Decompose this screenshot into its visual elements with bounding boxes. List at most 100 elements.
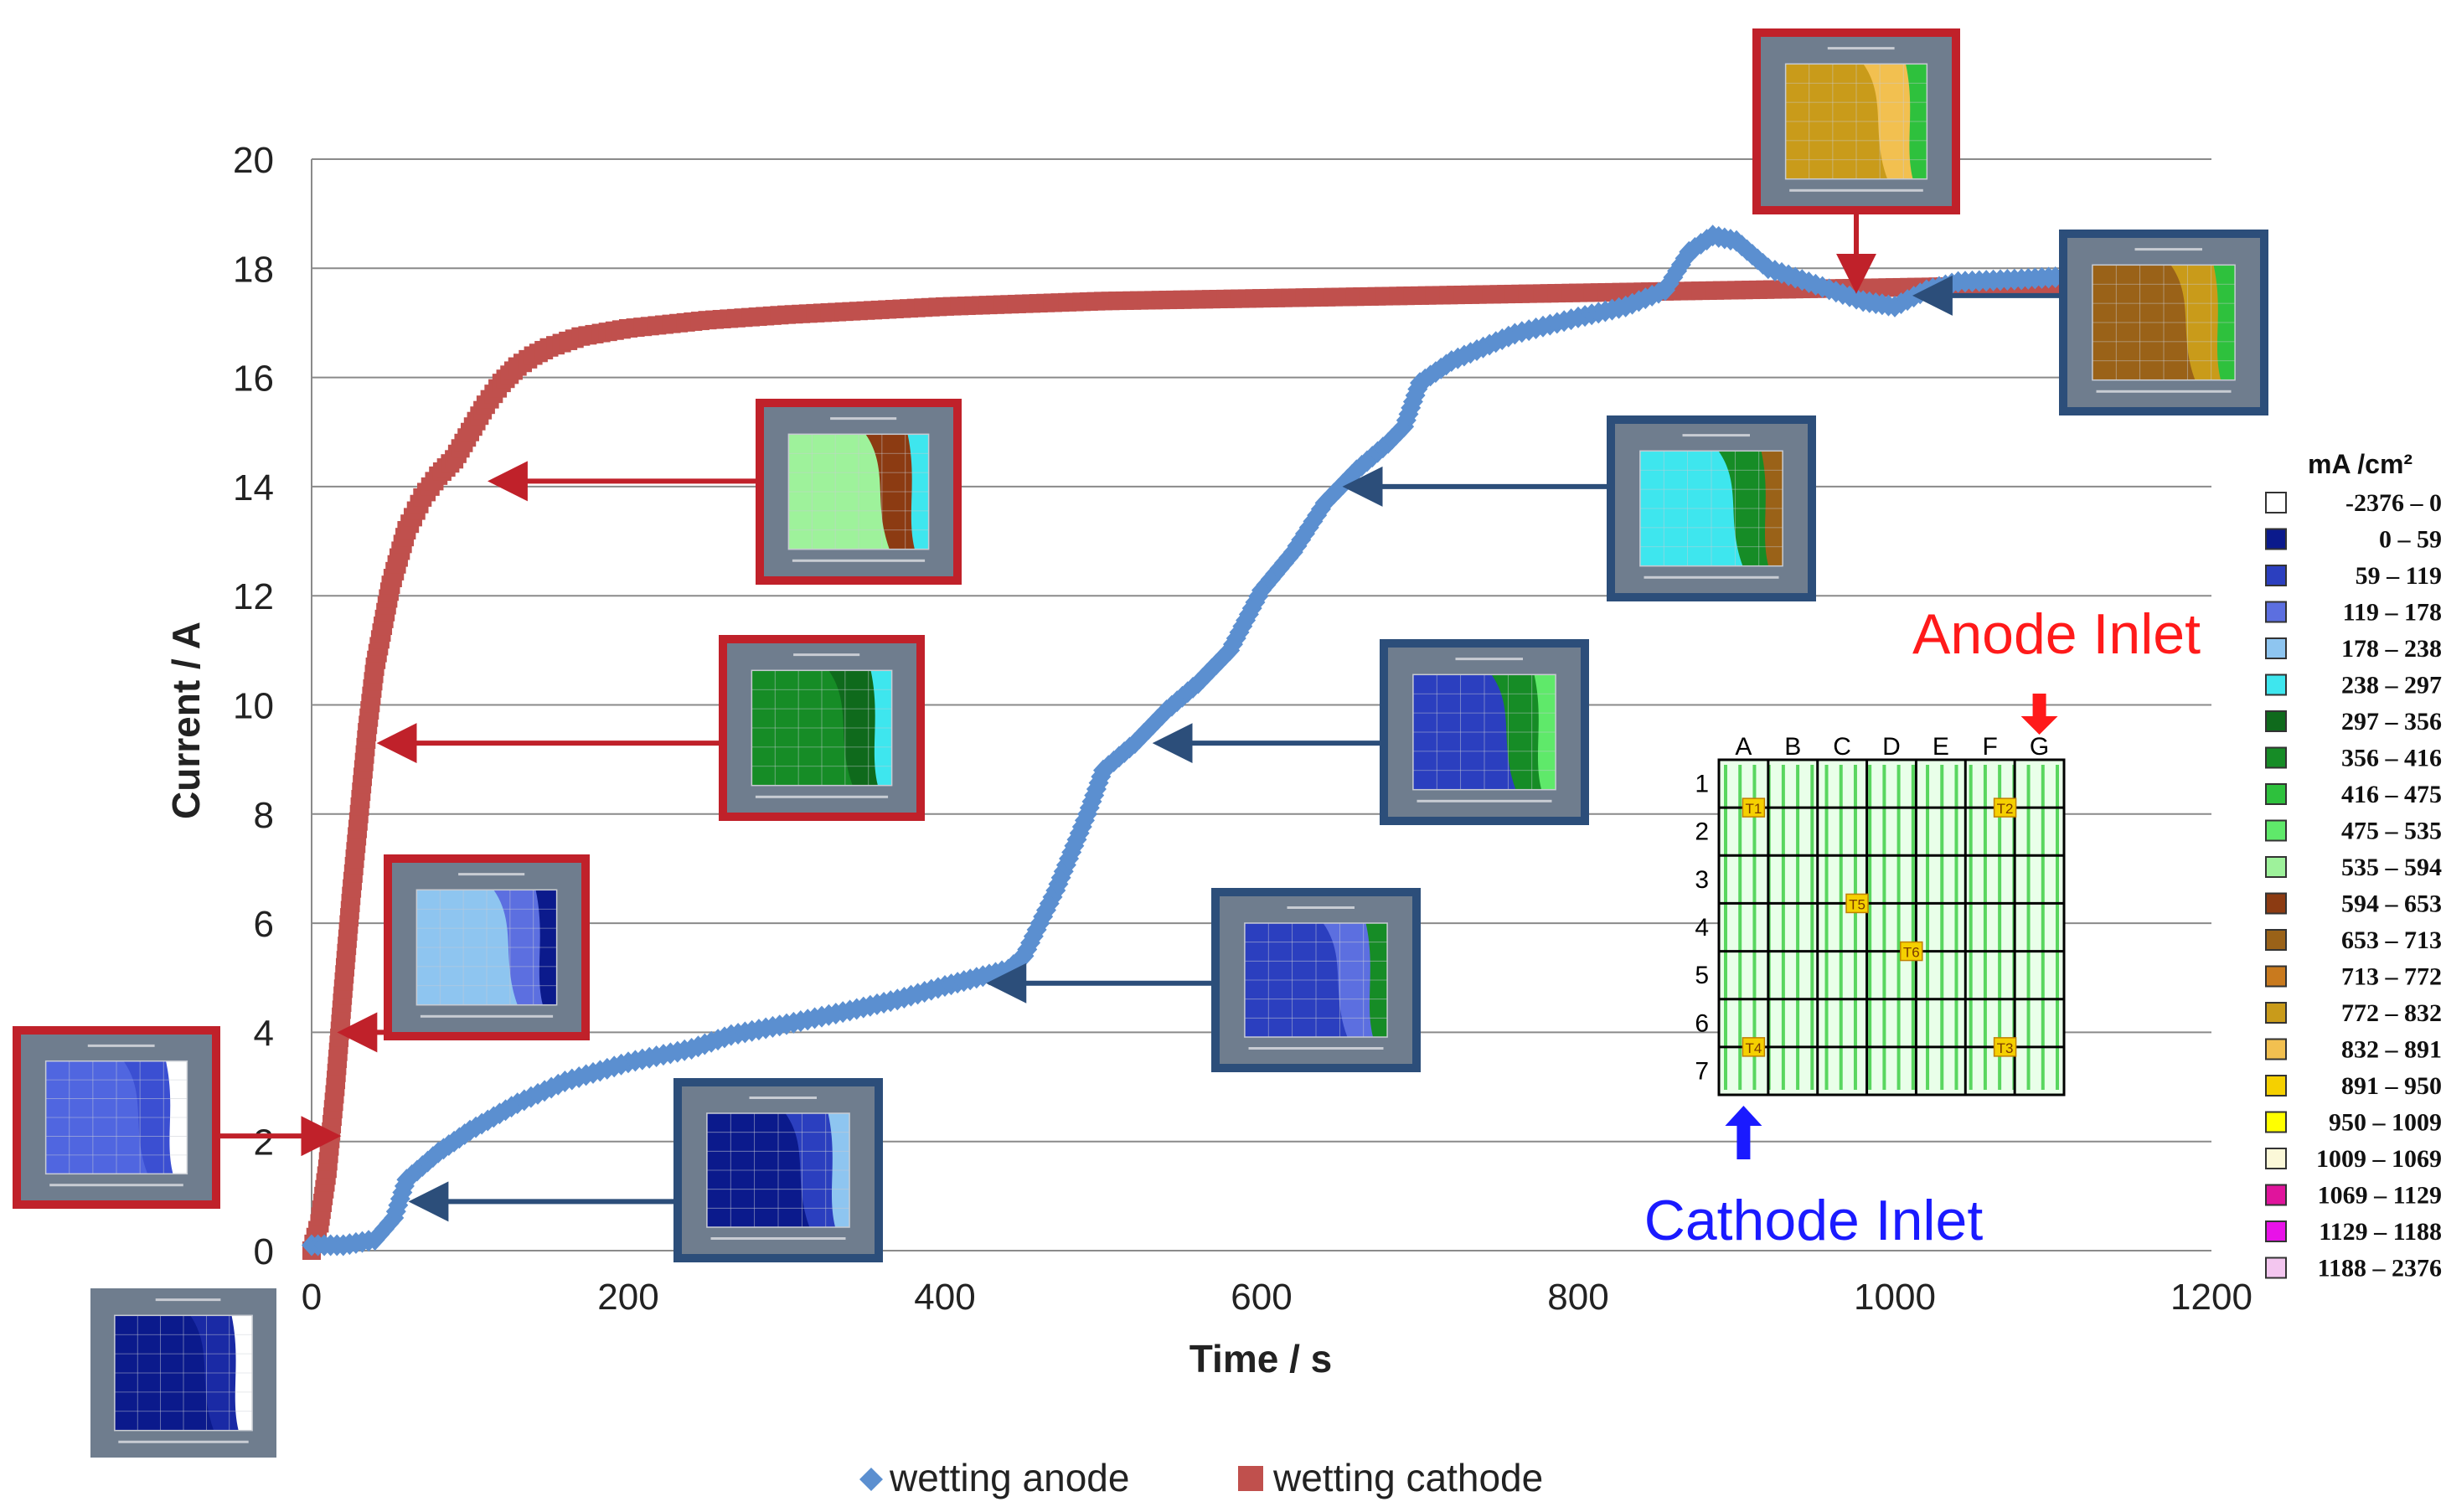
y-tick-label: 4 — [254, 1013, 274, 1054]
y-tick-label: 20 — [233, 140, 274, 181]
inset-caption-line — [1789, 188, 1923, 192]
y-tick-label: 12 — [233, 576, 274, 617]
colorbar-swatch — [2265, 1002, 2287, 1024]
thermocouple-marker — [1742, 1037, 1766, 1057]
segment-row-label: 2 — [1695, 818, 1709, 846]
current-density-map-inset — [1380, 639, 1589, 825]
colorbar-swatch — [2265, 601, 2287, 623]
colorbar-title: mA /cm² — [2308, 449, 2412, 479]
flow-channel — [1724, 765, 2059, 1090]
colorbar-range-label: 1009 – 1069 — [2316, 1145, 2442, 1173]
x-tick-label: 0 — [302, 1277, 322, 1318]
inset-caption-line — [458, 873, 525, 876]
inset-caption-line — [792, 559, 926, 562]
thermocouple-label: T5 — [1849, 896, 1865, 912]
x-tick-label: 1000 — [1854, 1277, 1936, 1318]
colorbar-range-label: 0 – 59 — [2379, 526, 2442, 554]
colorbar-swatch — [2265, 1075, 2287, 1097]
colorbar-swatch — [2265, 1111, 2287, 1133]
x-axis-tick-labels: 0 200 400 600 800 1000 1200 — [302, 1277, 2252, 1318]
anode-inlet-arrow — [2032, 694, 2046, 719]
current-density-map-inset — [384, 854, 590, 1040]
y-axis-label: Current / A — [164, 622, 208, 819]
inset-caption-line — [755, 795, 889, 798]
colorbar-swatch — [2265, 710, 2287, 732]
colorbar-range-label: 772 – 832 — [2341, 999, 2442, 1027]
y-tick-label: 18 — [233, 249, 274, 290]
legend-marker-wetting-anode — [859, 1468, 883, 1491]
colorbar-swatch — [2265, 1257, 2287, 1279]
inset-caption-line — [830, 417, 897, 421]
flow-field-schematic: A B C D E F G 1 2 3 4 5 6 7 T1 T2 T5 T6 T4 T3 — [1695, 694, 2066, 1159]
segment-column-label: A — [1735, 733, 1752, 761]
y-tick-label: 8 — [254, 795, 274, 836]
segment-row-label: 6 — [1695, 1009, 1709, 1037]
colorbar-range-label: 1069 – 1129 — [2318, 1182, 2442, 1210]
cathode-inlet-arrow — [1736, 1124, 1751, 1159]
current-density-map-inset — [13, 1026, 220, 1209]
colorbar-range-label: 178 – 238 — [2341, 635, 2442, 663]
segment-row-label: 4 — [1695, 914, 1709, 942]
x-axis-label: Time / s — [1189, 1337, 1332, 1380]
colorbar-range-label: 832 – 891 — [2341, 1036, 2442, 1064]
segment-row-label: 7 — [1695, 1057, 1709, 1085]
anode-inlet-label: Anode Inlet — [1912, 602, 2201, 666]
current-density-map-inset — [2059, 230, 2268, 415]
segment-column-label: D — [1882, 733, 1901, 761]
colorbar-range-label: 297 – 356 — [2341, 708, 2442, 735]
segment-row-label: 5 — [1695, 962, 1709, 989]
x-tick-label: 800 — [1547, 1277, 1608, 1318]
y-tick-label: 14 — [233, 467, 274, 508]
colorbar-swatch — [2265, 856, 2287, 878]
segment-column-label: G — [2030, 733, 2049, 761]
chart-legend: wetting anode wetting cathode — [859, 1456, 1543, 1499]
thermocouple-label: T1 — [1746, 801, 1762, 817]
x-tick-label: 200 — [597, 1277, 658, 1318]
inset-caption-line — [118, 1440, 249, 1443]
inset-caption-line — [793, 653, 860, 657]
y-tick-label: 10 — [233, 686, 274, 727]
colorbar-range-label: 59 – 119 — [2356, 562, 2442, 590]
thermocouple-marker — [1993, 1037, 2017, 1057]
inset-arrows — [220, 214, 2059, 1222]
colorbar-range-label: 653 – 713 — [2341, 926, 2442, 954]
colorbar-range-label: 475 – 535 — [2341, 818, 2442, 845]
thermocouple-marker — [1900, 941, 1923, 962]
anode-inlet-arrow-head — [2020, 716, 2058, 735]
current-density-colorbar: mA /cm² -2376 – 0 0 – 59 59 – 119 119 – 178 1… — [2265, 449, 2442, 1282]
horizontal-gridlines — [311, 158, 2211, 1251]
inset-caption-line — [2096, 390, 2232, 393]
thermocouple-label: T2 — [1997, 801, 2014, 817]
thermocouple-label: T3 — [1997, 1040, 2014, 1056]
colorbar-swatch — [2265, 892, 2287, 915]
thermocouple-label: T6 — [1903, 945, 1920, 961]
colorbar-swatch — [2265, 1148, 2287, 1169]
current-density-map-inset — [90, 1288, 276, 1458]
segment-column-label: F — [1983, 733, 1998, 761]
colorbar-swatch — [2265, 929, 2287, 951]
colorbar-swatch — [2265, 565, 2287, 586]
colorbar-range-label: 594 – 653 — [2341, 890, 2442, 918]
colorbar-swatch — [2265, 1038, 2287, 1060]
current-density-map-insets — [13, 28, 2268, 1458]
colorbar-swatch — [2265, 637, 2287, 659]
colorbar-range-label: 238 – 297 — [2341, 672, 2442, 699]
colorbar-range-label: 950 – 1009 — [2329, 1109, 2442, 1137]
thermocouple-marker — [1742, 797, 1766, 818]
legend-label-wetting-cathode: wetting cathode — [1272, 1456, 1543, 1499]
x-tick-label: 1200 — [2170, 1277, 2252, 1318]
segment-row-label: 3 — [1695, 866, 1709, 894]
y-tick-label: 6 — [254, 904, 274, 945]
colorbar-swatch — [2265, 746, 2287, 769]
current-density-map-inset — [756, 399, 962, 585]
segment-column-label: B — [1784, 733, 1801, 761]
colorbar-range-label: 535 – 594 — [2341, 854, 2442, 881]
inset-caption-line — [1827, 47, 1895, 50]
inset-caption-line — [2134, 248, 2202, 251]
cathode-inlet-arrow-head — [1725, 1106, 1762, 1126]
segment-row-label: 1 — [1695, 771, 1709, 798]
colorbar-range-label: 891 – 950 — [2341, 1072, 2442, 1100]
colorbar-range-label: 119 – 178 — [2343, 599, 2442, 627]
segment-column-label: C — [1833, 733, 1851, 761]
